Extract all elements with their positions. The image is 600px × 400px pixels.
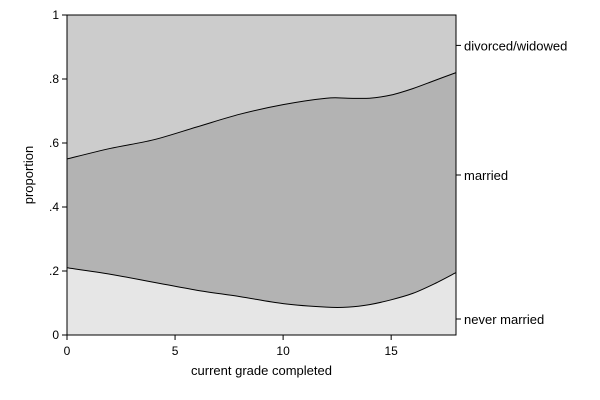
y-tick-label: .2	[49, 264, 59, 278]
area-band-divorced-widowed	[67, 15, 456, 159]
plot-area	[67, 15, 456, 335]
x-axis: 0 5 10 15	[64, 335, 398, 358]
x-tick-label: 10	[276, 344, 290, 358]
x-tick-label: 15	[384, 344, 398, 358]
x-tick-label: 0	[64, 344, 71, 358]
y-axis: 0 .2 .4 .6 .8 1	[49, 8, 67, 342]
x-tick-label: 5	[172, 344, 179, 358]
y-axis-title: proportion	[21, 146, 36, 205]
y-tick-label: .8	[49, 72, 59, 86]
y-tick-label: 0	[52, 328, 59, 342]
area-band-married	[67, 72, 456, 308]
boundary-line	[66, 267, 457, 309]
band-label: married	[464, 168, 508, 183]
band-labels: never married married divorced/widowed	[456, 38, 567, 327]
y-tick-label: .6	[49, 136, 59, 150]
x-axis-title: current grade completed	[191, 363, 332, 378]
boundary-line	[66, 72, 457, 160]
y-tick-label: .4	[49, 200, 59, 214]
y-tick-label: 1	[52, 8, 59, 22]
band-label: never married	[464, 312, 544, 327]
boundary-lines	[66, 72, 457, 309]
band-label: divorced/widowed	[464, 38, 567, 53]
